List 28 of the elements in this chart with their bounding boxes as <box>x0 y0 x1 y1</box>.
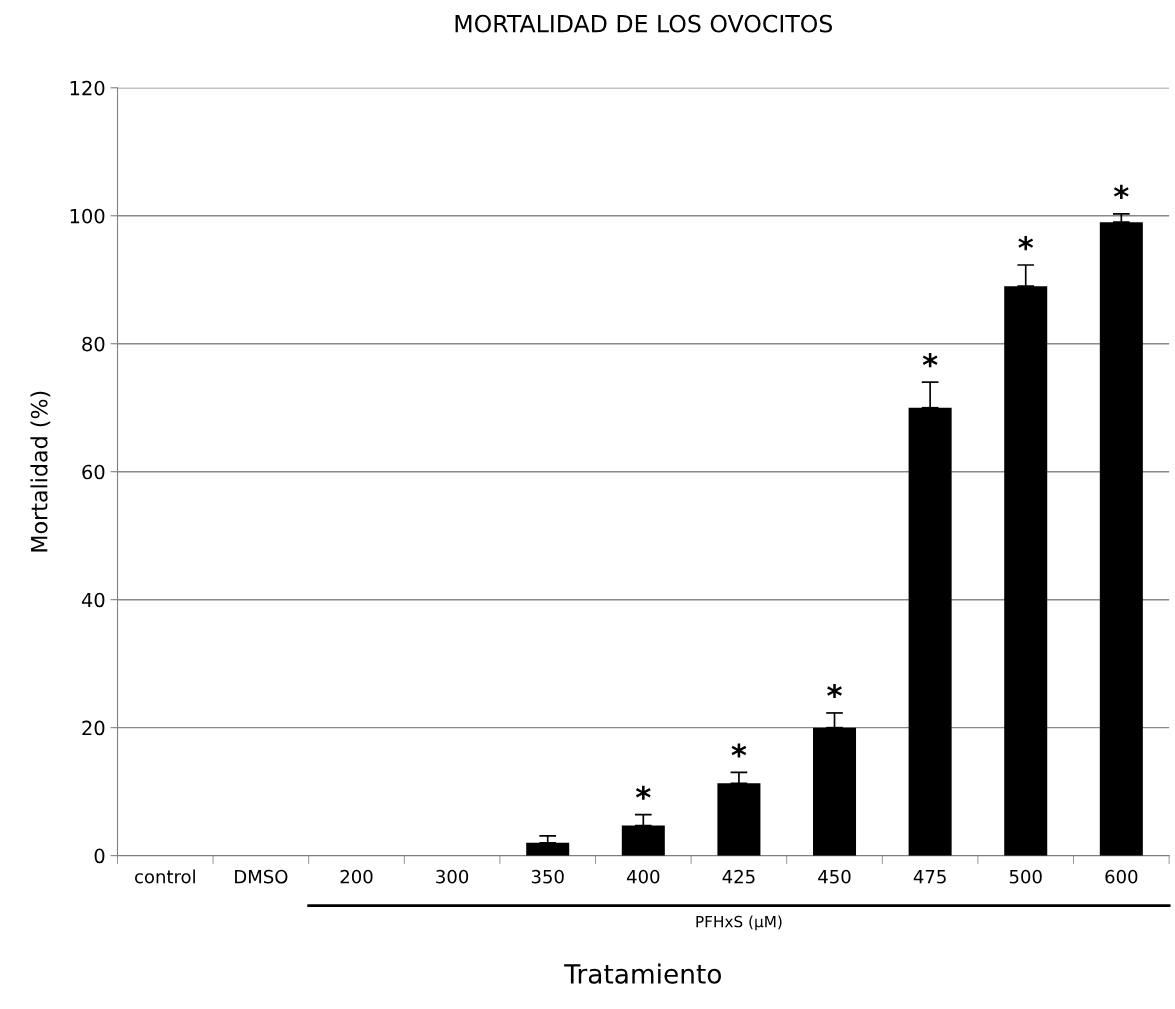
x-tick-label: DMSO <box>235 869 288 884</box>
annotation: * <box>731 743 747 758</box>
text: PFHxS (µM) <box>696 915 782 931</box>
x-axis-title: Tratamiento <box>564 963 721 984</box>
y-axis-title: Mortalidad (%) <box>30 391 51 552</box>
annotation: * <box>1018 236 1034 251</box>
x-tick-label: 200 <box>340 869 373 884</box>
y-tick-label: 60 <box>82 464 105 480</box>
y-tick-label: 100 <box>70 208 105 224</box>
y-tick-label: 40 <box>81 592 105 608</box>
chart-title: MORTALIDAD DE LOS OVOCITOS <box>455 14 833 33</box>
x-tick-label: control <box>135 869 195 884</box>
y-tick-label: 120 <box>70 80 105 96</box>
x-tick-label: 475 <box>913 870 946 884</box>
x-tick-label: 400 <box>626 869 660 884</box>
y-tick-label: 0 <box>94 848 105 864</box>
x-tick-label: 500 <box>1009 869 1042 884</box>
annotation: * <box>1113 184 1129 199</box>
annotation: * <box>827 683 842 699</box>
y-tick-label: 20 <box>82 720 105 736</box>
annotation: * <box>635 785 651 800</box>
x-tick-label: 350 <box>531 869 564 884</box>
annotation: * <box>922 353 938 368</box>
x-tick-label: 600 <box>1105 869 1138 884</box>
x-tick-label: 425 <box>722 869 755 884</box>
x-tick-label: 300 <box>436 869 469 884</box>
y-tick-label: 80 <box>82 336 105 352</box>
x-tick-label: 450 <box>818 869 851 884</box>
